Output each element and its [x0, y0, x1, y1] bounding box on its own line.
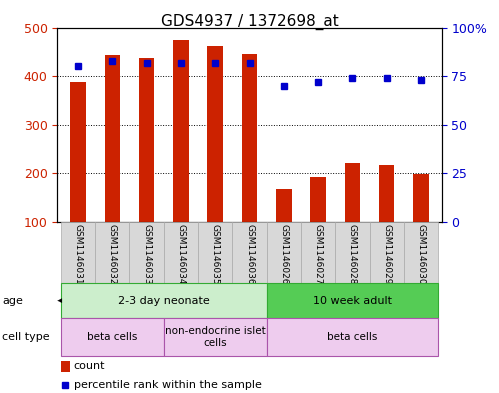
Text: GSM1146036: GSM1146036 [245, 224, 254, 285]
Text: GSM1146031: GSM1146031 [73, 224, 82, 285]
Text: GSM1146035: GSM1146035 [211, 224, 220, 285]
Bar [129, 222, 164, 283]
Bar [301, 222, 335, 283]
Text: GSM1146026: GSM1146026 [279, 224, 288, 285]
Bar [379, 165, 394, 222]
Bar [208, 46, 223, 222]
Bar [95, 222, 129, 283]
Text: GSM1146027: GSM1146027 [313, 224, 323, 285]
Text: GSM1146028: GSM1146028 [348, 224, 357, 285]
Text: GSM1146034: GSM1146034 [176, 224, 186, 285]
Bar [61, 283, 266, 318]
Text: beta cells: beta cells [327, 332, 378, 342]
Bar [266, 318, 438, 356]
Bar [310, 177, 326, 222]
Bar [70, 82, 86, 222]
Text: beta cells: beta cells [87, 332, 137, 342]
Text: GSM1146032: GSM1146032 [108, 224, 117, 285]
Bar [345, 163, 360, 222]
Bar [139, 58, 154, 222]
Text: GSM1146029: GSM1146029 [382, 224, 391, 285]
Bar [335, 222, 370, 283]
Text: 2-3 day neonate: 2-3 day neonate [118, 296, 210, 306]
Bar [61, 318, 164, 356]
Bar [198, 222, 233, 283]
Bar [61, 222, 95, 283]
Text: percentile rank within the sample: percentile rank within the sample [73, 380, 261, 390]
Bar [233, 222, 266, 283]
Text: non-endocrine islet
cells: non-endocrine islet cells [165, 326, 265, 348]
Text: GSM1146030: GSM1146030 [417, 224, 426, 285]
Text: age: age [2, 296, 23, 306]
Bar [276, 189, 291, 222]
Bar [173, 40, 189, 222]
Text: GDS4937 / 1372698_at: GDS4937 / 1372698_at [161, 14, 338, 30]
Bar [164, 222, 198, 283]
Bar [266, 222, 301, 283]
Bar [404, 222, 438, 283]
Text: cell type: cell type [2, 332, 50, 342]
Bar [370, 222, 404, 283]
Text: 10 week adult: 10 week adult [313, 296, 392, 306]
Text: GSM1146033: GSM1146033 [142, 224, 151, 285]
Bar [164, 318, 266, 356]
Bar [242, 54, 257, 222]
Text: count: count [73, 362, 105, 371]
Bar [105, 55, 120, 222]
Bar [266, 283, 438, 318]
Bar [413, 174, 429, 222]
Bar [61, 360, 70, 373]
